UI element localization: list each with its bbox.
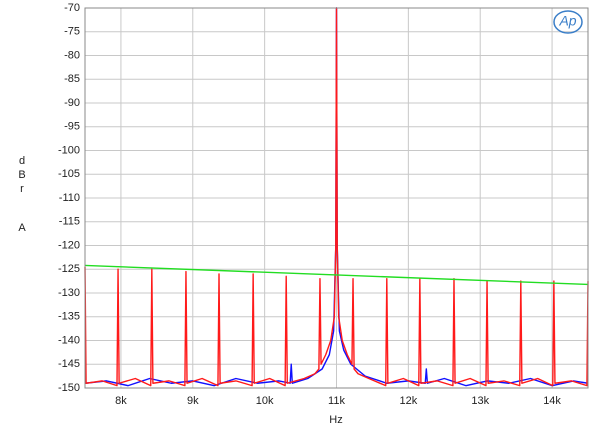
x-tick-label: 9k — [187, 395, 199, 407]
y-axis-unit: A — [18, 222, 26, 234]
y-tick-label: -85 — [64, 73, 80, 85]
series-line — [84, 264, 589, 286]
y-tick-label: -130 — [58, 287, 80, 299]
y-tick-label: -80 — [64, 49, 80, 61]
y-tick-label: -110 — [59, 192, 80, 204]
y-tick-label: -145 — [58, 358, 80, 370]
y-tick-label: -125 — [58, 263, 80, 275]
y-tick-label: -115 — [59, 216, 80, 228]
x-tick-label: 14k — [543, 395, 561, 407]
y-tick-label: -90 — [64, 97, 80, 109]
y-tick-label: -95 — [64, 121, 80, 133]
y-tick-label: -75 — [64, 26, 80, 38]
y-tick-label: -140 — [58, 334, 80, 346]
x-axis-label: Hz — [329, 414, 342, 426]
logo: Ap — [558, 13, 576, 29]
y-axis-label: dBr — [16, 155, 28, 197]
y-tick-label: -105 — [58, 168, 80, 180]
y-tick-label: -100 — [58, 144, 80, 156]
logo-ring — [553, 10, 583, 34]
x-tick-label: 10k — [256, 395, 274, 407]
x-tick-label: 12k — [399, 395, 417, 407]
x-tick-label: 8k — [115, 395, 127, 407]
y-tick-label: -135 — [58, 311, 80, 323]
y-tick-label: -70 — [64, 2, 80, 14]
y-tick-label: -120 — [58, 239, 80, 251]
y-tick-label: -150 — [58, 382, 80, 394]
x-tick-label: 13k — [471, 395, 489, 407]
plot-frame — [84, 7, 589, 389]
x-tick-label: 11k — [328, 395, 345, 407]
